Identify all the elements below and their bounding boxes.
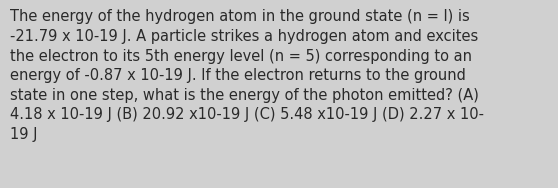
Text: The energy of the hydrogen atom in the ground state (n = l) is
-21.79 x 10-19 J.: The energy of the hydrogen atom in the g…: [10, 9, 484, 142]
